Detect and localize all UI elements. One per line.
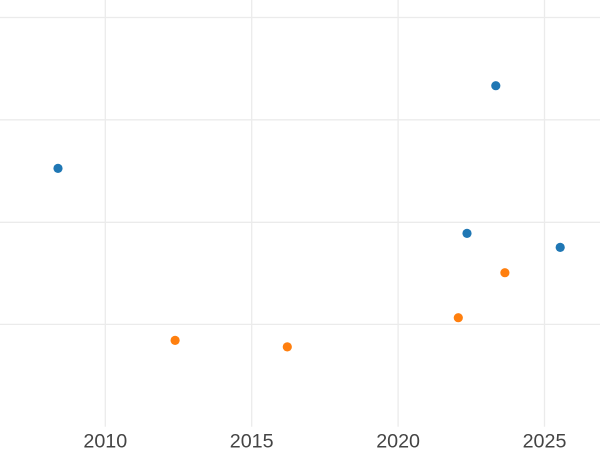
svg-text:2015: 2015 — [230, 431, 274, 450]
svg-text:2010: 2010 — [83, 431, 127, 450]
svg-text:2020: 2020 — [376, 431, 420, 450]
svg-text:2025: 2025 — [523, 431, 567, 450]
